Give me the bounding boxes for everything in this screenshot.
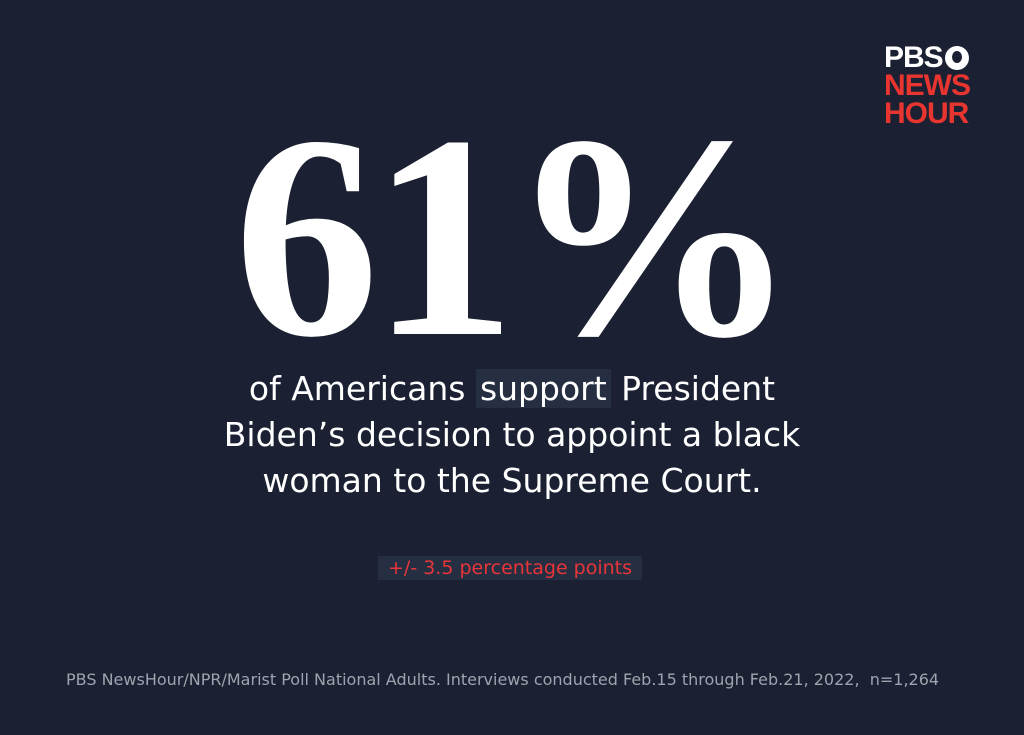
source-note: PBS NewsHour/NPR/Marist Poll National Ad…: [66, 670, 940, 689]
logo-icon: [944, 46, 969, 70]
logo-text: NEWS: [884, 69, 971, 102]
logo-text: PBS: [884, 41, 944, 74]
text: of Americans: [248, 369, 466, 408]
text-line: of Americans support President: [0, 366, 1024, 412]
headline-stat: 61%: [234, 76, 798, 397]
highlight: support: [475, 369, 611, 408]
text: President: [621, 369, 776, 408]
logo-pbs: PBS: [884, 41, 970, 74]
text-line: Biden’s decision to appoint a black: [223, 415, 801, 454]
headline-text: of Americans support President Biden’s d…: [0, 366, 1024, 504]
margin-of-error: +/- 3.5 percentage points: [378, 556, 643, 580]
logo-text: HOUR: [884, 97, 969, 130]
logo: PBS NEWS HOUR: [884, 41, 971, 130]
text-line: woman to the Supreme Court.: [262, 461, 762, 500]
